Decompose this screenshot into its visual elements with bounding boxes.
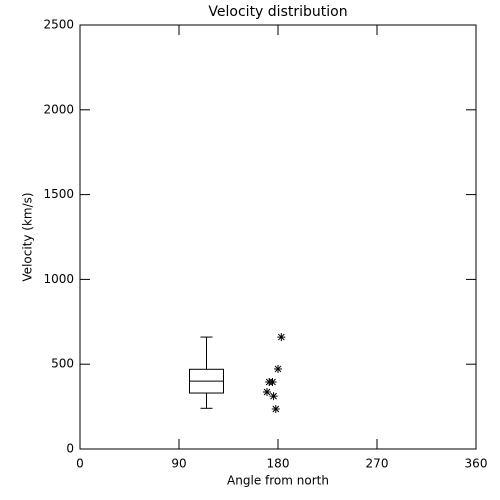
y-tick-label: 0 — [66, 442, 74, 456]
y-tick-label: 1500 — [43, 187, 74, 201]
y-tick-label: 2000 — [43, 102, 74, 116]
y-axis-label: Velocity (km/s) — [21, 192, 35, 281]
x-tick-label: 180 — [267, 457, 290, 471]
y-tick-label: 500 — [51, 357, 74, 371]
outlier-point — [268, 378, 277, 387]
x-tick-label: 360 — [465, 457, 488, 471]
x-tick-label: 0 — [76, 457, 84, 471]
outlier-point — [271, 404, 280, 413]
y-tick-label: 1000 — [43, 272, 74, 286]
x-tick-label: 270 — [366, 457, 389, 471]
outlier-point — [274, 364, 282, 373]
outlier-point — [269, 392, 278, 401]
x-axis-label: Angle from north — [227, 474, 329, 488]
x-tick-label: 90 — [171, 457, 186, 471]
outlier-point — [277, 333, 286, 342]
chart-title: Velocity distribution — [208, 4, 347, 20]
y-tick-label: 2500 — [43, 18, 74, 32]
outlier-point — [263, 388, 271, 397]
